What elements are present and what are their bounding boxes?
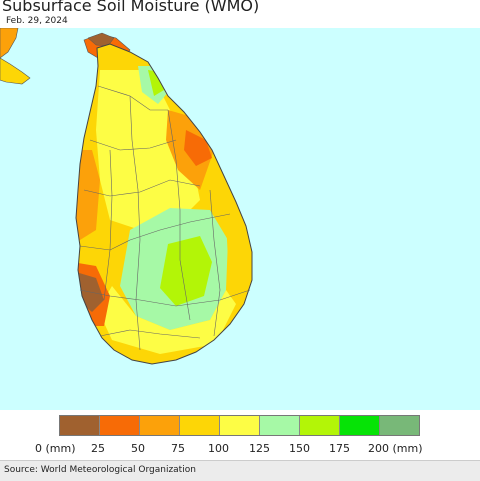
legend-labels: 0 (mm) 25 50 75 100 125 150 175 200 (mm): [0, 442, 480, 456]
legend-swatch-6: [300, 416, 340, 435]
india-coast-region-2: [0, 57, 31, 85]
legend-label-7: 175: [329, 442, 350, 455]
legend-label-5: 125: [249, 442, 270, 455]
source-credit: Source: World Meteorological Organizatio…: [4, 465, 196, 475]
legend-swatch-1: [100, 416, 140, 435]
soil-moisture-map: [0, 27, 253, 365]
legend-label-1: 25: [91, 442, 105, 455]
legend-swatch-7: [340, 416, 380, 435]
jaffna-dry-zone: [87, 32, 115, 47]
legend-swatch-3: [180, 416, 220, 435]
legend-label-4: 100: [208, 442, 229, 455]
map-date: Feb. 29, 2024: [6, 16, 68, 26]
island-fill: [76, 44, 252, 364]
legend-swatch-0: [60, 416, 100, 435]
map-title: Subsurface Soil Moisture (WMO): [2, 0, 260, 15]
footer-bar: [0, 460, 480, 481]
legend-label-2: 50: [131, 442, 145, 455]
legend-swatch-5: [260, 416, 300, 435]
map-area: [0, 27, 480, 410]
district-boundaries: [79, 85, 251, 351]
india-coast-region: [0, 27, 19, 59]
legend-color-bar: [59, 415, 420, 436]
legend-swatch-2: [140, 416, 180, 435]
legend-label-3: 75: [171, 442, 185, 455]
island-outline: [75, 43, 253, 365]
legend-swatch-8: [380, 416, 419, 435]
legend-label-0: 0 (mm): [35, 442, 76, 455]
legend-label-6: 150: [289, 442, 310, 455]
legend-swatch-4: [220, 416, 260, 435]
legend-label-8: 200 (mm): [368, 442, 423, 455]
